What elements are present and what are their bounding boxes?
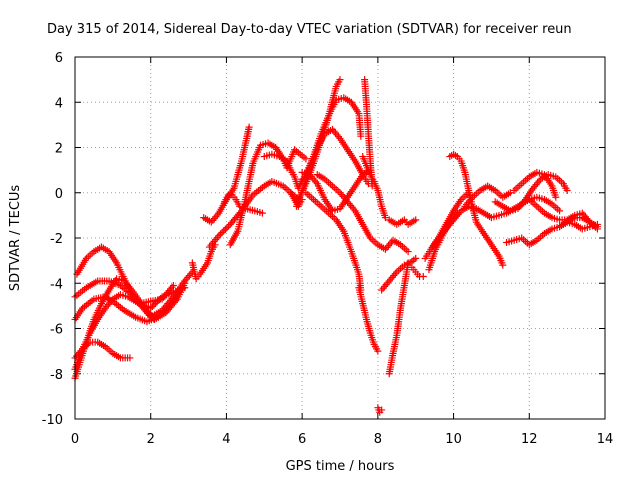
series-track-26 bbox=[408, 263, 427, 280]
series-track-24 bbox=[385, 216, 420, 228]
series-track-11 bbox=[221, 191, 266, 217]
series-track-15 bbox=[298, 125, 372, 188]
x-tick-label: 4 bbox=[222, 432, 230, 447]
data-point-marker bbox=[220, 227, 228, 235]
series-track-22 bbox=[385, 259, 412, 378]
series-track-23 bbox=[378, 254, 420, 294]
y-tick-label: 2 bbox=[55, 142, 63, 157]
series-track-32 bbox=[491, 171, 571, 215]
y-tick-label: 4 bbox=[55, 96, 63, 111]
data-point-marker bbox=[181, 284, 189, 292]
data-point-marker bbox=[381, 214, 389, 222]
data-point-marker bbox=[593, 225, 601, 233]
data-point-marker bbox=[155, 296, 163, 304]
series-track-36 bbox=[556, 214, 601, 233]
plot-frame bbox=[74, 56, 606, 420]
x-axis-label: GPS time / hours bbox=[286, 459, 395, 474]
data-point-marker bbox=[148, 303, 156, 311]
series-track-16 bbox=[298, 166, 374, 215]
data-point-marker bbox=[552, 193, 560, 201]
data-point-marker bbox=[156, 294, 164, 302]
data-point-marker bbox=[243, 132, 251, 140]
data-point-marker bbox=[302, 155, 310, 163]
data-point-marker bbox=[336, 76, 344, 84]
data-point-marker bbox=[168, 283, 176, 291]
data-point-marker bbox=[556, 207, 564, 215]
x-tick-label: 6 bbox=[298, 432, 306, 447]
chart-title: Day 315 of 2014, Sidereal Day-to-day VTE… bbox=[47, 22, 572, 37]
series-track-18 bbox=[313, 171, 412, 256]
data-point-marker bbox=[172, 297, 180, 305]
data-point-marker bbox=[506, 189, 514, 197]
series-track-20 bbox=[361, 76, 376, 190]
series-track-31 bbox=[461, 182, 514, 210]
data-point-marker bbox=[211, 241, 219, 249]
data-point-marker bbox=[126, 354, 134, 362]
data-point-marker bbox=[374, 347, 382, 355]
series-track-25 bbox=[374, 404, 386, 416]
axis-ticks: 0 2 4 6 8 10 12 14 -10 -8 -6 -4 -2 0 2 4 6 bbox=[42, 51, 614, 447]
data-point-marker bbox=[404, 248, 412, 256]
data-point-marker bbox=[169, 282, 177, 290]
data-point-marker bbox=[357, 132, 365, 140]
data-point-marker bbox=[412, 216, 420, 224]
data-point-marker bbox=[221, 225, 229, 233]
y-tick-label: -8 bbox=[50, 368, 63, 383]
y-tick-label: 0 bbox=[55, 187, 63, 202]
data-point-marker bbox=[147, 304, 155, 312]
series-track-3 bbox=[73, 243, 177, 308]
data-point-marker bbox=[150, 301, 158, 309]
y-tick-label: -2 bbox=[50, 232, 63, 247]
x-tick-label: 10 bbox=[445, 432, 462, 447]
series-track-12 bbox=[260, 150, 306, 192]
series-track-17 bbox=[302, 189, 365, 294]
data-point-marker bbox=[419, 272, 427, 280]
series-track-33 bbox=[510, 168, 560, 201]
data-point-marker bbox=[499, 261, 507, 269]
series-track-10 bbox=[188, 241, 219, 283]
x-tick-label: 8 bbox=[374, 432, 382, 447]
series-track-21 bbox=[355, 284, 382, 355]
x-tick-label: 2 bbox=[147, 432, 155, 447]
data-point-marker bbox=[563, 186, 571, 194]
data-point-marker bbox=[152, 299, 160, 307]
x-tick-label: 14 bbox=[597, 432, 614, 447]
y-tick-label: -4 bbox=[50, 277, 63, 292]
series-track-34 bbox=[503, 218, 601, 249]
data-point-marker bbox=[218, 229, 226, 237]
data-point-marker bbox=[258, 209, 266, 217]
data-point-marker bbox=[378, 406, 386, 414]
series-track-7 bbox=[200, 123, 253, 226]
data-point-marker bbox=[223, 224, 231, 232]
x-tick-label: 0 bbox=[71, 432, 79, 447]
data-points bbox=[71, 76, 601, 416]
y-tick-label: -6 bbox=[50, 323, 63, 338]
grid bbox=[75, 57, 605, 419]
y-tick-label: 6 bbox=[55, 51, 63, 66]
y-tick-label: -10 bbox=[42, 413, 63, 428]
data-point-marker bbox=[153, 298, 161, 306]
data-point-marker bbox=[368, 182, 376, 190]
data-point-marker bbox=[225, 222, 233, 230]
data-point-marker bbox=[412, 254, 420, 262]
y-axis-label: SDTVAR / TECUs bbox=[8, 185, 23, 292]
x-tick-label: 12 bbox=[521, 432, 538, 447]
data-point-marker bbox=[215, 232, 223, 240]
series-track-6 bbox=[71, 284, 189, 373]
data-point-marker bbox=[216, 230, 224, 238]
